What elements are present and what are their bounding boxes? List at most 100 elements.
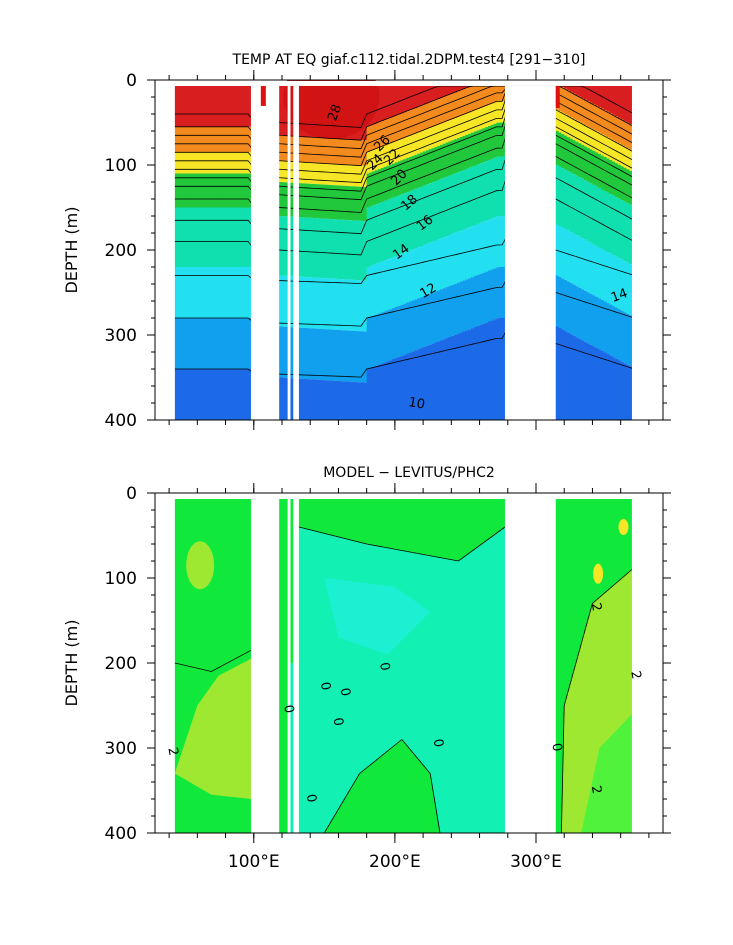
temp-cell bbox=[197, 173, 201, 208]
temp-cell bbox=[603, 191, 608, 251]
temp-cell bbox=[282, 182, 286, 217]
temp-cell bbox=[493, 123, 498, 158]
temp-cell bbox=[397, 195, 402, 255]
temp-cell bbox=[406, 251, 410, 303]
temp-cell bbox=[623, 312, 627, 364]
temp-cell bbox=[180, 267, 184, 318]
temp-cell bbox=[609, 355, 613, 420]
temp-cell bbox=[496, 267, 500, 319]
temp-cell bbox=[428, 85, 433, 103]
temp-cell bbox=[598, 85, 602, 108]
temp-cell bbox=[332, 278, 337, 330]
temp-cell bbox=[595, 105, 599, 132]
temp-cell bbox=[397, 356, 402, 420]
temp-cell bbox=[437, 99, 441, 125]
temp-cell bbox=[448, 120, 452, 142]
temp-cell bbox=[564, 85, 568, 89]
temp-cell bbox=[569, 91, 574, 118]
temp-cell bbox=[414, 107, 419, 134]
temp-cell bbox=[335, 380, 340, 420]
temp-cell bbox=[485, 161, 489, 221]
temp-cell bbox=[431, 182, 435, 242]
temp-cell bbox=[609, 253, 613, 305]
temp-cell bbox=[578, 96, 582, 122]
temp-cell bbox=[389, 258, 393, 310]
temp-cell bbox=[186, 267, 190, 318]
temp-cell bbox=[186, 85, 190, 127]
temp-cell bbox=[428, 344, 433, 420]
temp-cell bbox=[217, 369, 221, 420]
temp-cell bbox=[332, 219, 337, 279]
temp-cell bbox=[324, 278, 328, 330]
temp-cell bbox=[485, 322, 489, 420]
temp-cell bbox=[406, 136, 410, 159]
temp-cell bbox=[620, 166, 625, 201]
temp-cell bbox=[315, 379, 320, 420]
temp-cell bbox=[197, 267, 201, 318]
temp-cell bbox=[389, 85, 393, 118]
temp-cell bbox=[327, 329, 331, 381]
temp-cell bbox=[397, 161, 402, 196]
temp-cell bbox=[473, 225, 478, 277]
panel2-title: MODEL − LEVITUS/PHC2 bbox=[323, 465, 495, 481]
temp-cell bbox=[592, 346, 596, 420]
temp-cell bbox=[442, 96, 447, 123]
temp-cell bbox=[394, 306, 399, 358]
temp-cell bbox=[386, 310, 390, 362]
temp-cell bbox=[617, 143, 622, 165]
temp-cell bbox=[366, 267, 371, 318]
temp-cell bbox=[329, 380, 334, 420]
temp-cell bbox=[595, 245, 599, 297]
temp-cell bbox=[490, 320, 495, 420]
temp-cell bbox=[612, 85, 616, 115]
temp-cell bbox=[290, 161, 294, 183]
temp-cell bbox=[417, 85, 421, 107]
temp-cell bbox=[349, 139, 354, 165]
temp-cell bbox=[612, 255, 616, 307]
temp-cell bbox=[242, 318, 246, 369]
temp-cell bbox=[589, 149, 594, 184]
temp-cell bbox=[414, 248, 419, 300]
temp-cell bbox=[310, 217, 314, 278]
temp-cell bbox=[344, 185, 348, 220]
temp-cell bbox=[324, 163, 328, 185]
temp-cell bbox=[214, 126, 218, 153]
temp-cell bbox=[615, 358, 619, 420]
temp-cell bbox=[383, 85, 388, 121]
difference-contour bbox=[174, 649, 252, 672]
land-column bbox=[293, 85, 299, 420]
temp-cell bbox=[468, 167, 472, 228]
temp-cell bbox=[279, 85, 283, 136]
temp-cell bbox=[465, 330, 469, 420]
temp-cell bbox=[493, 268, 498, 320]
temp-cell bbox=[583, 180, 588, 240]
temp-cell bbox=[234, 85, 238, 127]
temp-cell bbox=[595, 85, 599, 106]
temp-cell bbox=[338, 185, 342, 220]
temp-cell bbox=[205, 207, 210, 267]
temp-cell bbox=[578, 177, 582, 237]
temp-cell bbox=[572, 284, 577, 336]
temp-cell bbox=[234, 152, 238, 174]
temp-cell bbox=[324, 218, 328, 279]
temp-cell bbox=[609, 138, 613, 161]
temp-cell bbox=[558, 166, 562, 227]
temp-cell bbox=[313, 328, 317, 380]
temp-cell bbox=[606, 111, 610, 138]
temp-cell bbox=[606, 137, 610, 159]
temp-cell bbox=[372, 150, 376, 172]
temp-cell bbox=[603, 110, 608, 136]
temp-cell bbox=[236, 126, 241, 153]
temp-cell bbox=[586, 147, 591, 182]
temp-cell bbox=[572, 118, 577, 141]
temp-cell bbox=[214, 369, 218, 420]
temp-cell bbox=[239, 318, 244, 369]
temp-cell bbox=[225, 267, 229, 318]
temp-cell bbox=[479, 108, 483, 130]
temp-cell bbox=[355, 165, 359, 187]
temp-cell bbox=[600, 248, 605, 300]
temp-cell bbox=[583, 99, 588, 126]
temp-cell bbox=[186, 207, 190, 267]
temp-cell bbox=[569, 117, 574, 139]
temp-cell bbox=[219, 267, 224, 318]
